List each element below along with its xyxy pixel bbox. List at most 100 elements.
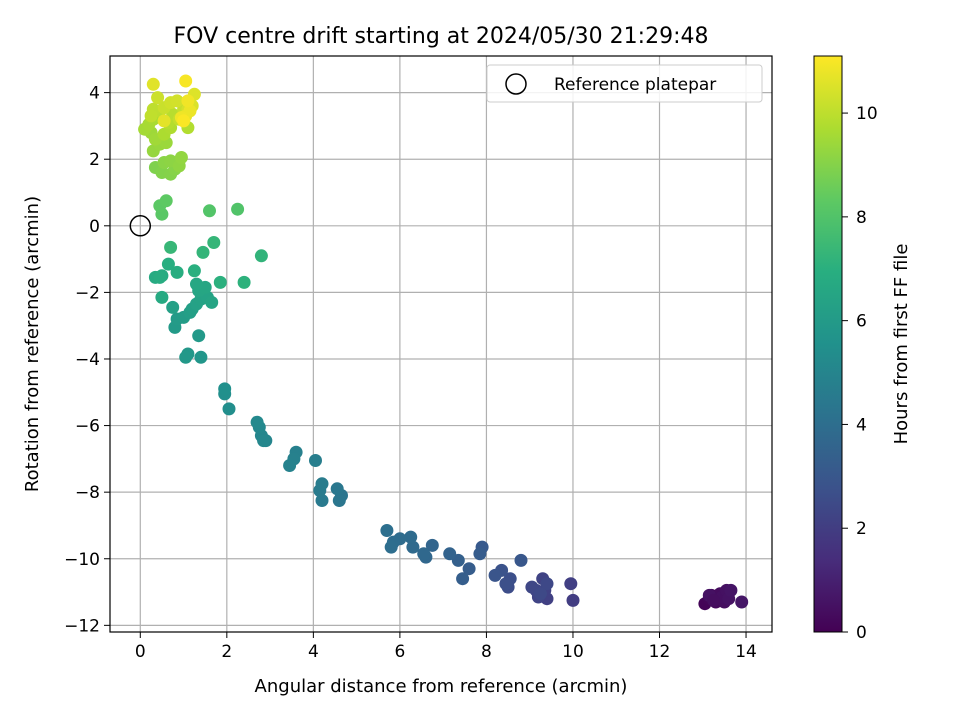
data-point	[196, 245, 210, 259]
x-axis-label: Angular distance from reference (arcmin)	[255, 676, 628, 697]
data-points	[138, 74, 749, 611]
data-point	[179, 350, 193, 364]
data-point	[330, 482, 344, 496]
x-tick-label: 0	[135, 642, 146, 662]
data-point	[564, 577, 578, 591]
y-tick-label: 2	[89, 150, 100, 170]
x-tick-label: 10	[562, 642, 584, 662]
plot-frame	[109, 55, 773, 633]
data-point	[218, 382, 232, 396]
data-point	[283, 459, 297, 472]
x-tick-label: 2	[221, 642, 232, 662]
data-point	[380, 524, 394, 537]
x-axis: 0 2 4 6 8 10 12 14	[135, 632, 757, 662]
data-point	[174, 151, 188, 164]
data-point	[146, 77, 160, 91]
x-tick-label: 4	[308, 642, 319, 662]
legend-marker-icon	[505, 73, 527, 95]
data-point	[177, 114, 191, 128]
colorbar-label: Hours from first FF file	[891, 244, 912, 445]
data-point	[194, 350, 208, 364]
colorbar-gradient	[813, 55, 843, 633]
reference-platepar-marker	[129, 215, 152, 237]
y-axis-label: Rotation from reference (arcmin)	[22, 196, 43, 492]
data-point	[166, 300, 180, 314]
data-point	[190, 277, 203, 291]
x-tick-label: 8	[481, 642, 492, 662]
data-point	[159, 194, 173, 208]
data-point	[192, 329, 206, 343]
colorbar-tick-label: 4	[856, 415, 867, 435]
y-tick-label: 0	[89, 217, 100, 237]
data-point	[153, 270, 167, 284]
data-point	[203, 204, 216, 218]
data-point	[144, 109, 158, 123]
data-point	[179, 74, 193, 88]
data-point	[187, 264, 201, 278]
data-point	[566, 593, 580, 607]
data-point	[315, 477, 329, 491]
data-point	[404, 530, 418, 544]
data-point	[443, 547, 457, 561]
data-point	[161, 257, 175, 271]
data-point	[250, 415, 264, 429]
y-tick-label: −10	[64, 550, 100, 570]
data-point	[164, 240, 178, 254]
legend: Reference platepar	[486, 64, 763, 103]
data-point	[499, 577, 513, 591]
data-point	[222, 402, 236, 416]
y-tick-label: −2	[75, 283, 100, 303]
data-point	[231, 202, 245, 216]
x-tick-label: 12	[649, 642, 671, 662]
x-tick-label: 14	[735, 642, 757, 662]
data-point	[384, 540, 398, 554]
data-point	[425, 538, 439, 552]
data-point	[332, 494, 346, 507]
data-point	[456, 572, 470, 586]
data-point	[157, 114, 171, 128]
data-point	[473, 547, 487, 561]
data-point	[735, 595, 749, 609]
colorbar: 0 2 4 6 8 10 Hours from first FF file	[813, 55, 912, 643]
data-point	[514, 553, 528, 567]
data-point	[207, 236, 221, 249]
data-point	[237, 275, 251, 289]
data-point	[315, 494, 329, 507]
data-point	[309, 454, 322, 467]
y-tick-label: −8	[75, 483, 100, 503]
data-point	[205, 295, 219, 309]
y-tick-label: −6	[75, 417, 100, 437]
legend-label: Reference platepar	[554, 75, 716, 95]
data-point	[170, 265, 184, 279]
data-point	[254, 249, 268, 263]
data-point	[462, 562, 476, 576]
data-point	[155, 290, 169, 304]
data-point	[724, 583, 738, 597]
y-tick-label: −4	[75, 350, 100, 370]
grid-lines	[110, 56, 772, 632]
reference-marker-group	[129, 215, 152, 237]
y-axis: −12 −10 −8 −6 −4 −2 0 2 4	[64, 84, 110, 636]
data-point	[151, 91, 165, 105]
x-tick-label: 6	[394, 642, 405, 662]
chart-title: FOV centre drift starting at 2024/05/30 …	[174, 24, 709, 49]
colorbar-tick-label: 6	[856, 312, 867, 332]
data-point	[181, 94, 195, 108]
data-point	[170, 94, 184, 108]
colorbar-tick-label: 2	[856, 519, 867, 539]
colorbar-ticks: 0 2 4 6 8 10	[842, 104, 878, 643]
colorbar-tick-label: 10	[856, 104, 878, 124]
data-point	[488, 568, 502, 582]
data-point	[534, 587, 547, 601]
data-point	[213, 275, 227, 289]
data-point	[257, 434, 271, 448]
data-point	[417, 547, 431, 561]
y-tick-label: 4	[89, 84, 100, 104]
data-point	[540, 577, 554, 591]
colorbar-tick-label: 0	[856, 623, 867, 643]
y-tick-label: −12	[64, 616, 100, 636]
legend-box	[486, 64, 763, 103]
colorbar-tick-label: 8	[856, 208, 867, 228]
data-point	[406, 540, 420, 554]
